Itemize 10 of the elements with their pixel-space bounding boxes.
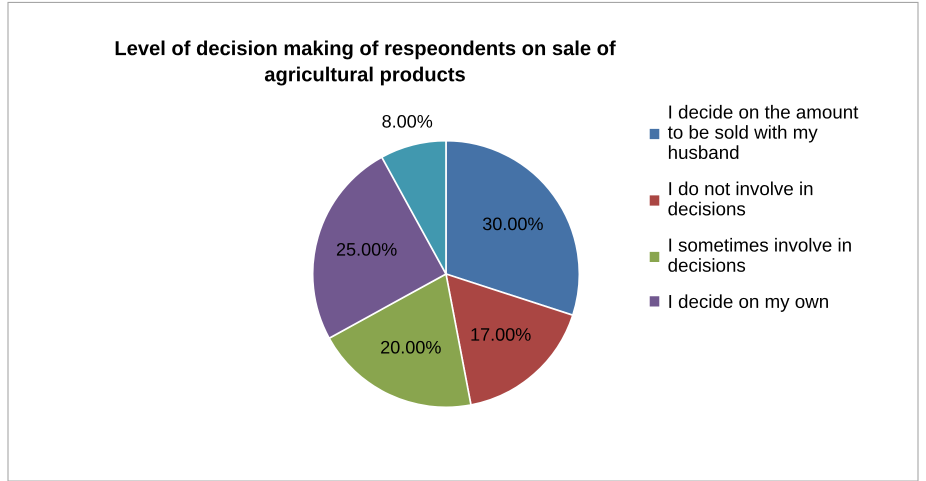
legend-label: I sometimes involve in decisions (668, 238, 851, 272)
legend-label: I decide on the amount to be sold with my husband (668, 104, 858, 160)
data-label: 8.00% (382, 114, 432, 128)
data-label: 30.00% (482, 217, 543, 230)
legend-label: I do not involve in decisions (668, 181, 812, 216)
data-label: 20.00% (381, 340, 441, 354)
data-label: 17.00% (471, 328, 531, 341)
chart-title: Level of decision making of respeondents on sale of agricultural products (116, 40, 616, 86)
data-label: 25.00% (336, 243, 397, 256)
legend-label: I decide on my own (669, 294, 828, 312)
